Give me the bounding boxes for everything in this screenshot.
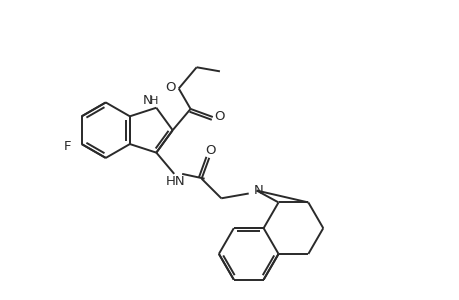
- Text: HN: HN: [165, 175, 185, 188]
- Text: H: H: [150, 96, 158, 106]
- Text: N: N: [253, 184, 263, 197]
- Text: O: O: [165, 81, 176, 94]
- Text: F: F: [64, 140, 71, 152]
- Text: O: O: [214, 110, 224, 124]
- Text: N: N: [142, 94, 152, 107]
- Text: O: O: [205, 144, 215, 158]
